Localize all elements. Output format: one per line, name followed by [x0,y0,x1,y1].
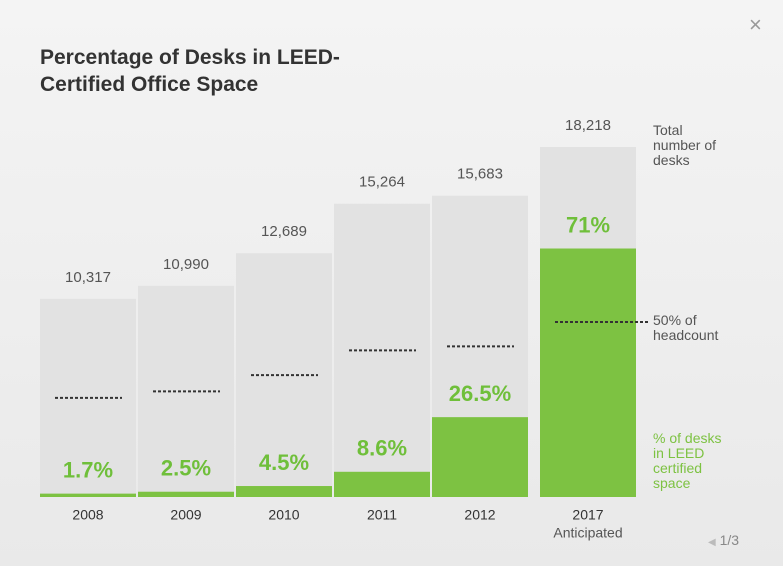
percent-label: 1.7% [63,457,113,482]
reference-label: 50% of headcount [653,312,719,343]
total-label: 10,317 [65,269,111,286]
total-label: 15,683 [457,166,503,183]
x-tick-label: 2010 [268,507,299,523]
leed-bar [40,493,136,497]
x-tick-label: 2017 [572,507,603,523]
percent-label: 4.5% [259,450,309,475]
leed-bar [334,471,430,497]
pagination[interactable]: ◀ 1/3 [708,532,739,548]
percent-label: 71% [566,212,610,237]
leed-bar [432,417,528,497]
percent-label: 2.5% [161,456,211,481]
total-label: 10,990 [163,256,209,273]
chart-title: Percentage of Desks in LEED-Certified Of… [40,46,340,96]
percent-label: 26.5% [449,381,511,406]
x-tick-label: 2009 [170,507,201,523]
total-label: 12,689 [261,223,307,240]
total-label: 15,264 [359,174,405,191]
leed-bar [138,491,234,497]
x-tick-label: 2011 [367,507,397,523]
total-label: 18,218 [565,117,611,134]
x-tick-sublabel: Anticipated [553,525,622,541]
x-tick-label: 2008 [72,507,103,523]
close-button[interactable]: × [749,12,762,37]
legend-total: Total number of desks [653,122,717,168]
leed-bar [540,248,636,497]
page-indicator: 1/3 [719,532,740,548]
leed-bar [236,486,332,497]
legend-leed: % of desks in LEED certified space [653,430,722,491]
percent-label: 8.6% [357,436,407,461]
prev-arrow[interactable]: ◀ [708,537,716,548]
x-tick-label: 2012 [464,507,495,523]
